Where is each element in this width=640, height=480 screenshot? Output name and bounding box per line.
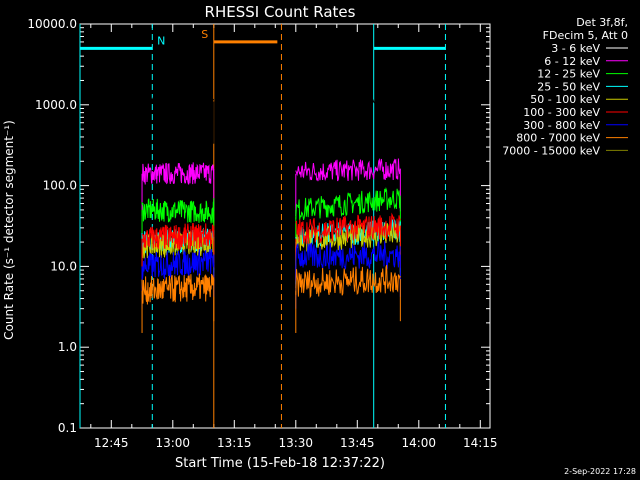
x-tick-label: 14:15: [463, 436, 498, 450]
annotation-N-label: N: [157, 34, 165, 47]
legend-label-1: 3 - 6 keV: [551, 42, 600, 55]
series-trace-3: [141, 198, 215, 224]
y-axis-label: Count Rate (s⁻¹ detector segment⁻¹): [2, 120, 16, 340]
legend-label-5: 50 - 100 keV: [530, 93, 600, 106]
x-tick-label: 14:00: [401, 436, 436, 450]
x-tick-label: 12:45: [94, 436, 129, 450]
legend-label-3: 12 - 25 keV: [537, 68, 600, 81]
legend-label-4: 25 - 50 keV: [537, 80, 600, 93]
y-tick-label: 10.0: [50, 259, 77, 273]
series-trace-8: [295, 265, 401, 299]
legend-header-line-2: FDecim 5, Att 0: [543, 29, 628, 42]
series-trace-2: [295, 158, 401, 182]
x-tick-label: 13:00: [155, 436, 190, 450]
series-trace-7: [141, 248, 215, 280]
series-trace-1: [141, 96, 215, 104]
y-tick-label: 1000.0: [35, 98, 77, 112]
series-trace-3: [295, 186, 401, 221]
legend-label-7: 300 - 800 keV: [523, 119, 600, 132]
legend-label-8: 800 - 7000 keV: [516, 132, 600, 145]
footer-date: 2-Sep-2022 17:28: [564, 467, 636, 476]
x-axis-label: Start Time (15-Feb-18 12:37:22): [175, 456, 385, 471]
plot-frame: [79, 23, 491, 429]
chart-marks: 0.1 1.0 10.0 100.0 1000.0 10000.0 12:45 13:00 13…: [27, 17, 628, 450]
series-trace-6: [141, 222, 215, 251]
legend-label-2: 6 - 12 keV: [544, 55, 600, 68]
series-trace-8: [141, 273, 215, 305]
x-tick-label: 13:15: [217, 436, 252, 450]
legend-label-6: 100 - 300 keV: [523, 106, 600, 119]
y-tick-label: 100.0: [43, 179, 77, 193]
x-tick-label: 13:30: [278, 436, 313, 450]
series-trace-1: [295, 97, 401, 105]
x-tick-label: 13:45: [340, 436, 375, 450]
chart-title: RHESSI Count Rates: [205, 3, 356, 21]
y-tick-label: 10000.0: [27, 17, 77, 31]
y-tick-label: 1.0: [58, 340, 77, 354]
legend-label-9: 7000 - 15000 keV: [502, 144, 600, 157]
annotation-S-label: S: [201, 28, 208, 41]
series-trace-6: [295, 212, 401, 245]
series-trace-2: [141, 162, 215, 185]
series-trace-7: [295, 241, 401, 270]
legend-header-line-1: Det 3f,8f,: [576, 16, 628, 29]
y-tick-label: 0.1: [58, 421, 77, 435]
